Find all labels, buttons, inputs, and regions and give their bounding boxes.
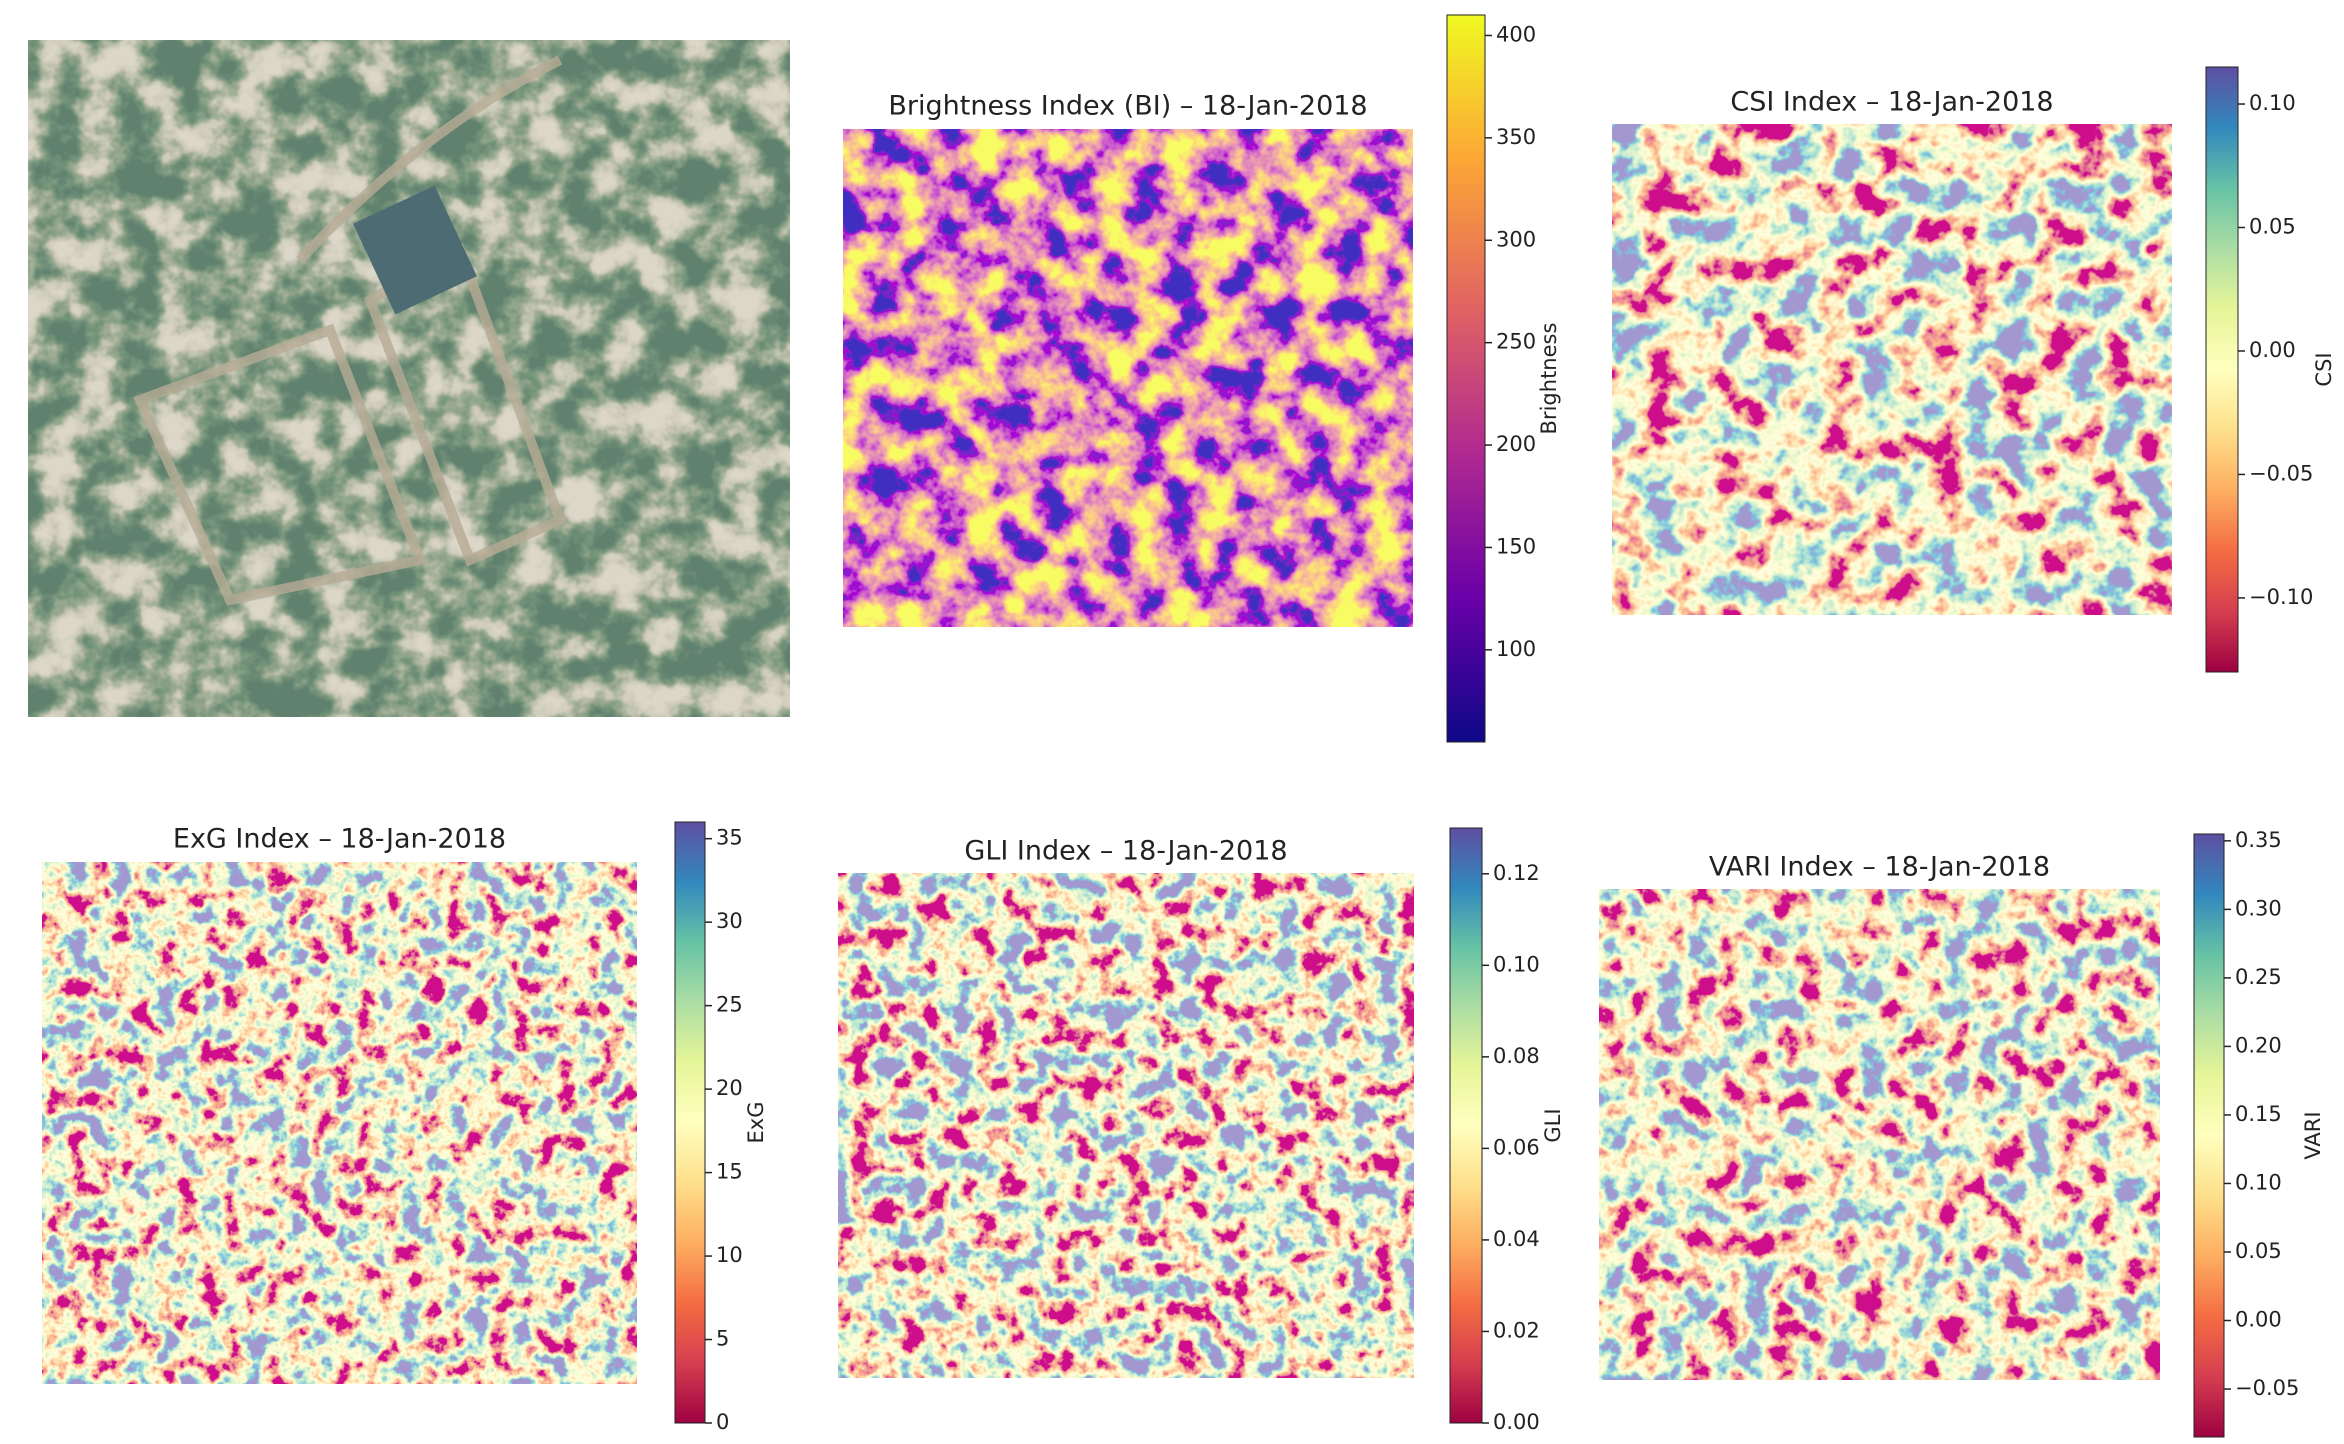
colorbar-tick-label: 150 [1496,534,1536,558]
colorbar-tick-label: 25 [716,993,743,1017]
colorbar-tick-label: −0.05 [2249,461,2313,485]
colorbar-tick-label: −0.10 [2249,585,2313,609]
colorbar-tick-label: 0.30 [2235,896,2282,920]
colorbar-tick-label: 0.05 [2249,215,2296,239]
colorbar-tick-label: 0.06 [1493,1135,1540,1159]
colorbar-tick-label: 0.35 [2235,828,2282,852]
colorbar-tick-label: 0.08 [1493,1044,1540,1068]
colorbar-tick-label: 350 [1496,125,1536,149]
heatmap-image [843,129,1413,627]
colorbar-tick-label: 0.15 [2235,1102,2282,1126]
satellite-image [28,40,790,717]
colorbar-tick-label: 0.12 [1493,861,1540,885]
chart-title: VARI Index – 18-Jan-2018 [1709,852,2050,883]
colorbar-label: Brightness [1537,323,1561,435]
colorbar [2193,833,2225,1438]
chart-title: ExG Index – 18-Jan-2018 [173,824,506,855]
colorbar [1449,827,1483,1424]
colorbar-tick-label: 0.20 [2235,1033,2282,1057]
colorbar-tick-label: 250 [1496,330,1536,354]
colorbar [1446,14,1486,743]
colorbar-tick-label: 10 [716,1243,743,1267]
colorbar-label: GLI [1541,1108,1565,1142]
chart-title: CSI Index – 18-Jan-2018 [1730,87,2053,118]
colorbar-tick-label: 0.10 [2249,91,2296,115]
colorbar-tick-label: 0.02 [1493,1318,1540,1342]
colorbar-tick-label: 0.05 [2235,1239,2282,1263]
colorbar-tick-label: 15 [716,1160,743,1184]
colorbar [2205,66,2239,673]
heatmap-image [42,862,637,1384]
colorbar-tick-label: 30 [716,909,743,933]
colorbar-label: VARI [2301,1111,2325,1159]
colorbar-tick-label: 300 [1496,227,1536,251]
colorbar-tick-label: −0.05 [2235,1376,2299,1400]
colorbar-tick-label: 0.25 [2235,965,2282,989]
roof [353,185,477,315]
colorbar-tick-label: 0.00 [2249,338,2296,362]
colorbar-label: CSI [2312,352,2336,386]
colorbar-tick-label: 35 [716,826,743,850]
colorbar-tick-label: 5 [716,1327,729,1351]
colorbar-tick-label: 0.10 [1493,952,1540,976]
colorbar [674,821,706,1424]
heatmap-image [838,873,1414,1378]
colorbar-tick-label: 0.10 [2235,1170,2282,1194]
colorbar-tick-label: 100 [1496,637,1536,661]
heatmap-image [1599,889,2160,1380]
colorbar-tick-label: 200 [1496,432,1536,456]
colorbar-tick-label: 0.00 [2235,1308,2282,1332]
colorbar-tick-label: 400 [1496,22,1536,46]
chart-title: Brightness Index (BI) – 18-Jan-2018 [888,91,1367,122]
colorbar-label: ExG [744,1102,768,1144]
colorbar-tick-label: 0 [716,1410,729,1434]
heatmap-image [1612,124,2172,615]
colorbar-tick-label: 0.04 [1493,1227,1540,1251]
chart-title: GLI Index – 18-Jan-2018 [964,836,1287,867]
colorbar-tick-label: 0.00 [1493,1410,1540,1434]
colorbar-tick-label: 20 [716,1076,743,1100]
